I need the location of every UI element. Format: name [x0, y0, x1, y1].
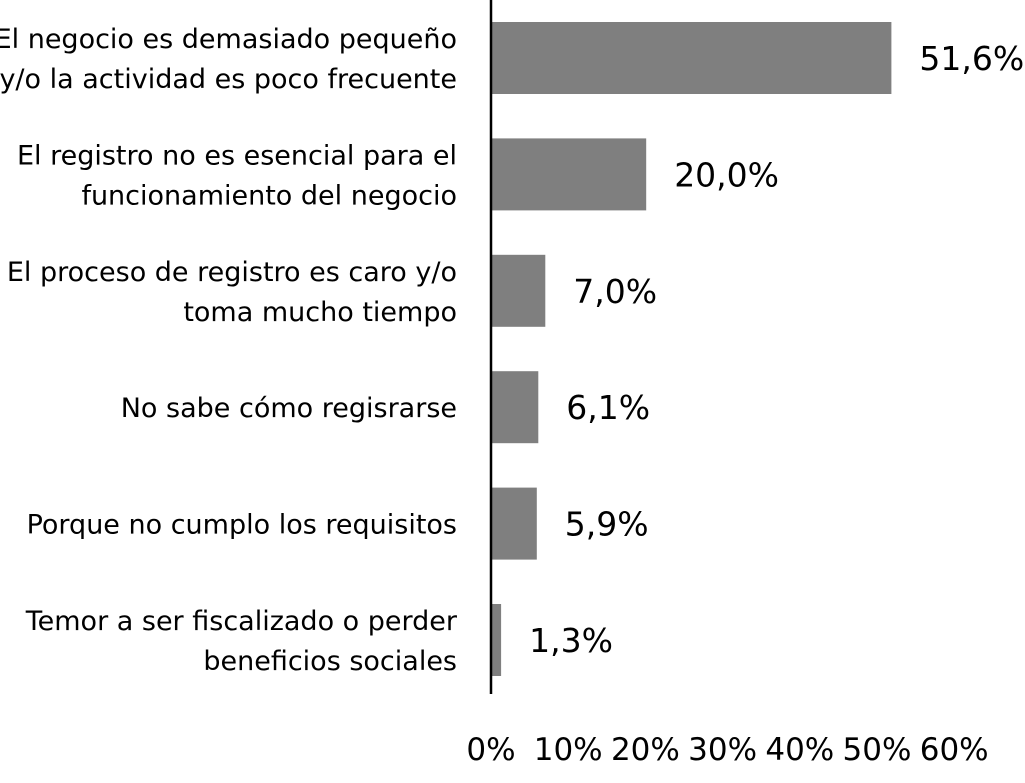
x-tick-label-3: 30% [688, 732, 757, 768]
bar-3 [491, 371, 539, 444]
x-tick-label-4: 40% [765, 732, 834, 768]
value-label-2: 7,0% [573, 272, 657, 311]
category-label-5-line-0: Temor a ser fiscalizado o perder [25, 606, 458, 637]
category-label-5-line-1: beneficios sociales [203, 646, 457, 677]
bar-5 [491, 604, 502, 676]
bar-1 [491, 138, 647, 211]
value-label-5: 1,3% [529, 621, 613, 660]
category-label-2-line-1: toma mucho tiempo [183, 297, 457, 328]
x-tick-label-2: 20% [611, 732, 680, 768]
x-tick-label-5: 50% [843, 732, 912, 768]
category-label-4-line-0: Porque no cumplo los requisitos [27, 510, 457, 541]
category-label-0-line-1: y/o la actividad es poco frecuente [0, 64, 457, 95]
category-label-0-line-0: El negocio es demasiado pequeño [0, 24, 457, 55]
x-tick-label-0: 0% [466, 732, 515, 768]
category-label-1-line-1: funcionamiento del negocio [81, 180, 457, 211]
value-label-0: 51,6% [919, 39, 1024, 78]
value-label-1: 20,0% [674, 155, 779, 194]
x-tick-label-6: 60% [920, 732, 989, 768]
value-label-3: 6,1% [566, 388, 650, 427]
category-label-1-line-0: El registro no es esencial para el [17, 140, 457, 171]
category-label-2-line-0: El proceso de registro es caro y/o [7, 257, 457, 288]
x-tick-label-1: 10% [534, 732, 603, 768]
category-label-3-line-0: No sabe cómo regisrarse [121, 393, 457, 424]
bar-0 [491, 22, 892, 94]
value-label-4: 5,9% [565, 505, 649, 544]
bar-4 [491, 487, 537, 560]
bar-2 [491, 254, 546, 327]
